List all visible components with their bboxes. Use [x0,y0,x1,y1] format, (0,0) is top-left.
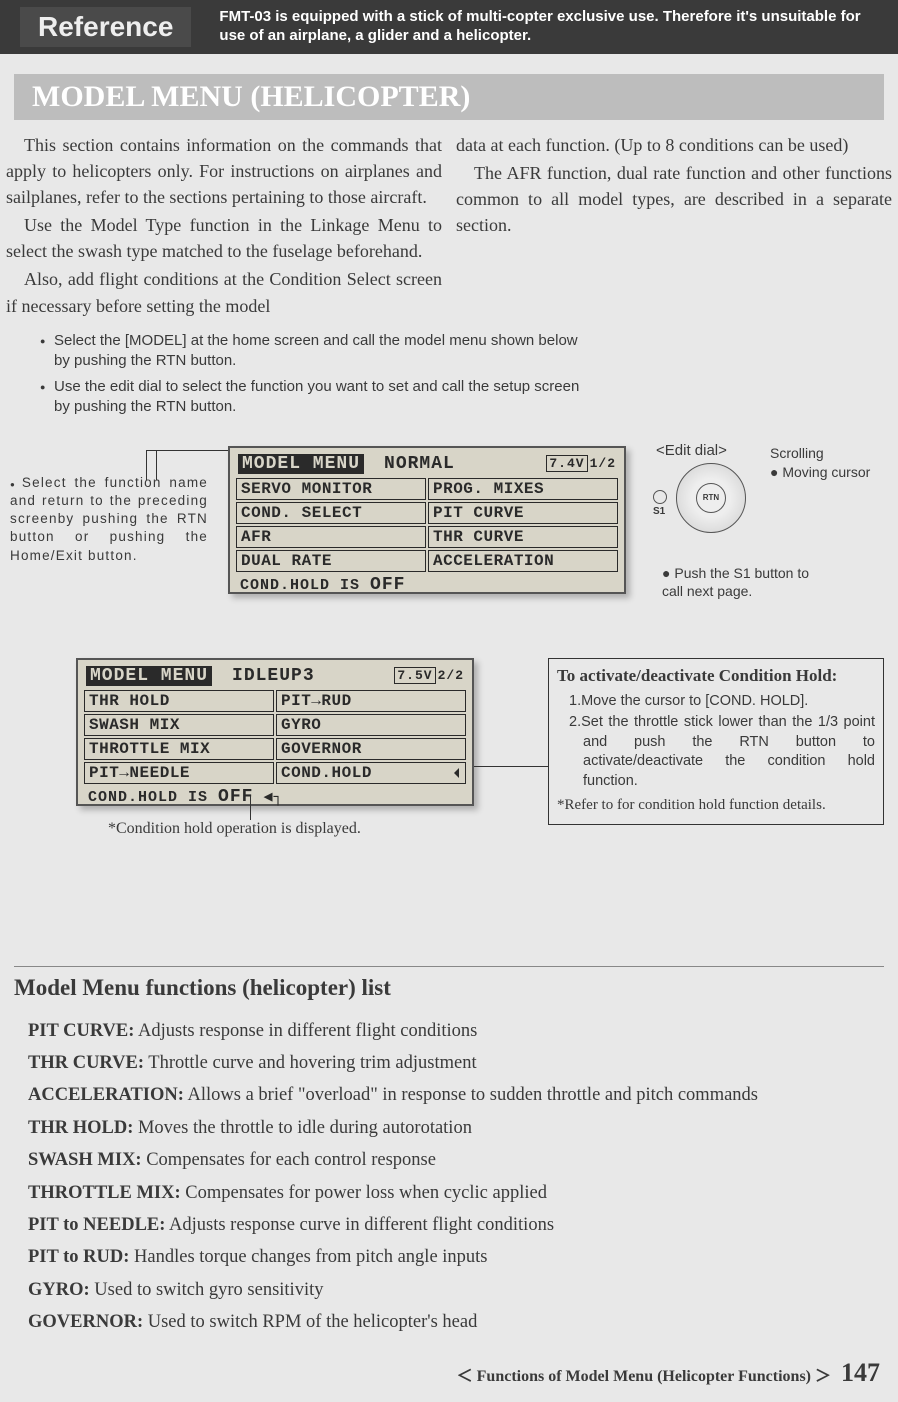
s1-push-note: ● Push the S1 button to call next page. [662,564,832,600]
lcd-title-row: MODEL MENU IDLEUP3 7.5V 2/2 [82,664,468,688]
battery-indicator: 7.5V [394,667,435,684]
lcd-footer: COND.HOLD IS OFF ◀┐ [82,784,468,807]
cond-hold-note: *Condition hold operation is displayed. [108,820,361,838]
function-item: THR HOLD: Moves the throttle to idle dur… [28,1112,884,1144]
function-item: ACCELERATION: Allows a brief "overload" … [28,1079,884,1111]
page-number: 147 [841,1358,880,1387]
intro-p: The AFR function, dual rate function and… [456,160,892,238]
lcd-mode: IDLEUP3 [232,666,315,686]
scrolling-label: Scrolling [770,444,870,464]
header-bar: Reference FMT-03 is equipped with a stic… [0,0,898,54]
s1-label: S1 [653,506,665,517]
function-item: PIT CURVE: Adjusts response in different… [28,1015,884,1047]
lcd-mode: NORMAL [384,454,455,474]
function-item: THR CURVE: Throttle curve and hovering t… [28,1047,884,1079]
callout-step: 2.Set the throttle stick lower than the … [557,713,875,791]
intro-p: Use the Model Type function in the Linka… [6,212,442,264]
connector-line [146,450,147,480]
intro-left: This section contains information on the… [6,132,442,321]
connector-line [156,450,157,480]
bullet-item: Use the edit dial to select the function… [40,377,580,418]
menu-item: SERVO MONITOR [236,478,426,500]
menu-item: PROG. MIXES [428,478,618,500]
menu-item: PIT CURVE [428,502,618,524]
menu-item: AFR [236,526,426,548]
function-list: PIT CURVE: Adjusts response in different… [14,1015,884,1339]
menu-item: THR CURVE [428,526,618,548]
condition-hold-callout: To activate/deactivate Condition Hold: 1… [548,658,884,825]
intro-p: This section contains information on the… [6,132,442,210]
page-indicator: 1/2 [590,456,616,471]
callout-step: 1.Move the cursor to [COND. HOLD]. [557,692,875,712]
function-select-note: Select the function name and return to t… [10,474,208,565]
instruction-bullets: Select the [MODEL] at the home screen an… [40,331,580,418]
cond-hold-label: COND.HOLD IS [88,789,208,806]
intro-p: Also, add flight conditions at the Condi… [6,266,442,318]
intro-right: data at each function. (Up to 8 conditio… [456,132,892,321]
lcd-footer: COND.HOLD IS OFF [234,572,620,595]
diagram-area: Select the function name and return to t… [0,436,898,956]
menu-item: ACCELERATION [428,550,618,572]
connector-line [250,796,251,820]
function-item: PIT to NEEDLE: Adjusts response curve in… [28,1209,884,1241]
function-item: GYRO: Used to switch gyro sensitivity [28,1274,884,1306]
menu-item: COND. SELECT [236,502,426,524]
bullet-item: Select the [MODEL] at the home screen an… [40,331,580,372]
menu-item: GOVERNOR [276,738,466,760]
lcd-title-row: MODEL MENU NORMAL 7.4V 1/2 [234,452,620,476]
scroll-note: Scrolling ● Moving cursor [770,444,870,483]
menu-item-cond-hold: COND.HOLD [276,762,466,784]
lcd-title: MODEL MENU [238,454,364,474]
page-indicator: 2/2 [438,668,464,683]
moving-cursor-label: ● Moving cursor [770,463,870,483]
menu-item: PIT→RUD [276,690,466,712]
lcd-title: MODEL MENU [86,666,212,686]
cond-hold-value: OFF [218,787,253,807]
cond-hold-value: OFF [370,575,405,595]
menu-item: THROTTLE MIX [84,738,274,760]
intro-columns: This section contains information on the… [0,132,898,321]
footer-label: ＜ Functions of Model Menu (Helicopter Fu… [457,1368,831,1385]
function-item: GOVERNOR: Used to switch RPM of the heli… [28,1306,884,1338]
menu-item: SWASH MIX [84,714,274,736]
cond-hold-label: COND.HOLD IS [240,577,360,594]
callout-footnote: *Refer to for condition hold function de… [557,795,875,815]
page-footer: ＜ Functions of Model Menu (Helicopter Fu… [457,1358,880,1388]
function-item: SWASH MIX: Compensates for each control … [28,1144,884,1176]
menu-item: THR HOLD [84,690,274,712]
header-note: FMT-03 is equipped with a stick of multi… [219,8,878,46]
lcd-screen-2: MODEL MENU IDLEUP3 7.5V 2/2 THR HOLD PIT… [76,658,474,806]
s1-button-icon [653,490,667,504]
function-item: PIT to RUD: Handles torque changes from … [28,1241,884,1273]
dial-icon: RTN S1 [676,463,746,533]
function-item: THROTTLE MIX: Compensates for power loss… [28,1177,884,1209]
menu-item: DUAL RATE [236,550,426,572]
lcd-menu-grid: THR HOLD PIT→RUD SWASH MIX GYRO THROTTLE… [82,688,468,784]
list-title: Model Menu functions (helicopter) list [14,966,884,1001]
function-list-section: Model Menu functions (helicopter) list P… [0,966,898,1339]
lcd-menu-grid: SERVO MONITOR PROG. MIXES COND. SELECT P… [234,476,620,572]
lcd-screen-1: MODEL MENU NORMAL 7.4V 1/2 SERVO MONITOR… [228,446,626,594]
menu-item: PIT→NEEDLE [84,762,274,784]
menu-item: GYRO [276,714,466,736]
reference-label: Reference [20,7,191,47]
rtn-button-icon: RTN [696,483,726,513]
battery-indicator: 7.4V [546,455,587,472]
arrow-icon: ◀┐ [263,789,283,806]
connector-line [474,766,548,767]
intro-p: data at each function. (Up to 8 conditio… [456,132,892,158]
connector-line [146,450,234,451]
callout-title: To activate/deactivate Condition Hold: [557,665,875,688]
section-title: MODEL MENU (HELICOPTER) [14,74,884,120]
